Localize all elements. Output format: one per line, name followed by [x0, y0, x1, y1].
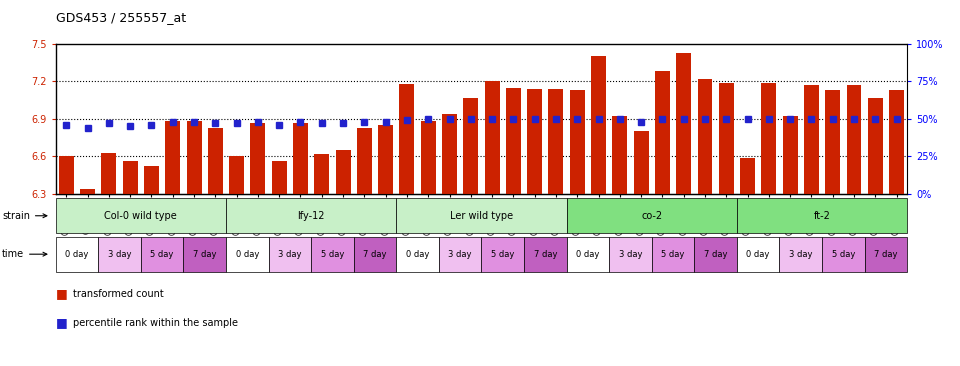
Bar — [399, 84, 415, 194]
Text: strain: strain — [2, 211, 47, 221]
Text: 0 day: 0 day — [576, 250, 600, 259]
Bar — [186, 122, 202, 194]
Bar — [144, 167, 159, 194]
Text: 3 day: 3 day — [108, 250, 132, 259]
Text: 5 day: 5 day — [321, 250, 344, 259]
Text: co-2: co-2 — [641, 211, 662, 221]
Bar — [804, 85, 819, 194]
Text: 7 day: 7 day — [193, 250, 216, 259]
Bar — [420, 122, 436, 194]
Text: 0 day: 0 day — [406, 250, 429, 259]
Text: 0 day: 0 day — [747, 250, 770, 259]
Text: Ler wild type: Ler wild type — [450, 211, 513, 221]
Text: 3 day: 3 day — [789, 250, 812, 259]
Bar — [740, 158, 755, 194]
Bar — [719, 83, 733, 194]
Bar — [612, 116, 627, 194]
Bar — [782, 116, 798, 194]
Bar — [634, 131, 649, 194]
Text: 0 day: 0 day — [65, 250, 88, 259]
Bar — [464, 98, 478, 194]
Bar — [485, 81, 499, 194]
Text: 3 day: 3 day — [448, 250, 472, 259]
Bar — [314, 154, 329, 194]
Text: 3 day: 3 day — [618, 250, 642, 259]
Bar — [272, 161, 287, 194]
Bar — [208, 128, 223, 194]
Text: 0 day: 0 day — [235, 250, 259, 259]
Bar — [229, 156, 244, 194]
Bar — [761, 83, 777, 194]
Bar — [889, 90, 904, 194]
Text: time: time — [2, 249, 47, 259]
Bar — [123, 161, 137, 194]
Text: 7 day: 7 day — [363, 250, 387, 259]
Bar — [847, 85, 861, 194]
Text: 3 day: 3 day — [278, 250, 301, 259]
Text: GDS453 / 255557_at: GDS453 / 255557_at — [56, 11, 186, 24]
Text: 7 day: 7 day — [875, 250, 898, 259]
Text: Col-0 wild type: Col-0 wild type — [105, 211, 178, 221]
Text: percentile rank within the sample: percentile rank within the sample — [73, 318, 238, 328]
Bar — [591, 56, 606, 194]
Bar — [868, 98, 882, 194]
Text: 5 day: 5 day — [151, 250, 174, 259]
Text: ■: ■ — [56, 316, 67, 329]
Bar — [251, 123, 265, 194]
Bar — [378, 125, 393, 194]
Text: ft-2: ft-2 — [814, 211, 830, 221]
Bar — [81, 189, 95, 194]
Bar — [676, 53, 691, 194]
Bar — [442, 114, 457, 194]
Text: 5 day: 5 day — [492, 250, 515, 259]
Bar — [527, 89, 542, 194]
Bar — [165, 122, 180, 194]
Bar — [357, 128, 372, 194]
Bar — [698, 79, 712, 194]
Bar — [336, 150, 350, 194]
Text: ■: ■ — [56, 287, 67, 300]
Bar — [102, 153, 116, 194]
Text: 7 day: 7 day — [534, 250, 557, 259]
Bar — [826, 90, 840, 194]
Text: lfy-12: lfy-12 — [298, 211, 324, 221]
Text: 5 day: 5 day — [831, 250, 855, 259]
Text: 7 day: 7 day — [704, 250, 728, 259]
Text: 5 day: 5 day — [661, 250, 684, 259]
Bar — [655, 71, 670, 194]
Bar — [548, 89, 564, 194]
Bar — [59, 156, 74, 194]
Text: transformed count: transformed count — [73, 288, 164, 299]
Bar — [293, 123, 308, 194]
Bar — [570, 90, 585, 194]
Bar — [506, 88, 521, 194]
